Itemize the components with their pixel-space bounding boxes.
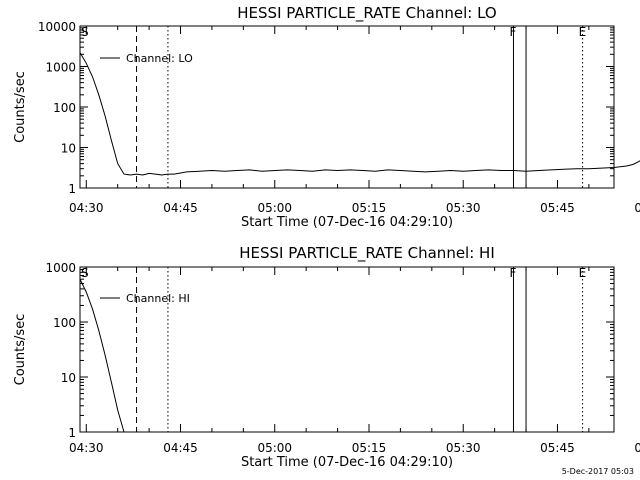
x-tick-label: 05:30: [446, 201, 481, 215]
y-axis-label: Counts/sec: [13, 71, 28, 143]
y-tick-label: 10: [61, 142, 76, 156]
marker-label: F: [509, 266, 516, 280]
x-tick-label: 05:45: [540, 201, 575, 215]
x-tick-label: 04:30: [69, 441, 104, 455]
x-tick-label: 04:45: [163, 201, 198, 215]
legend-label: Channel: HI: [126, 292, 190, 305]
y-tick-label: 100: [53, 101, 76, 115]
x-tick-label: 05:30: [446, 441, 481, 455]
y-tick-label: 1: [68, 182, 76, 196]
marker-label-start: S: [81, 266, 89, 280]
y-tick-label: 1: [68, 426, 76, 440]
y-tick-label: 1000: [45, 261, 76, 275]
footer-timestamp: 5-Dec-2017 05:03: [561, 467, 634, 476]
legend-label: Channel: LO: [126, 52, 193, 65]
x-tick-label: 05:00: [257, 201, 292, 215]
x-tick-label: 05:15: [352, 441, 387, 455]
marker-label: E: [579, 266, 587, 280]
x-tick-label: 06:00: [634, 441, 640, 455]
x-tick-label: 05:45: [540, 441, 575, 455]
x-tick-label: 05:00: [257, 441, 292, 455]
y-tick-label: 10000: [38, 20, 76, 34]
series-line: [79, 278, 125, 433]
x-tick-label: 06:00: [634, 201, 640, 215]
marker-label-start: S: [81, 25, 89, 39]
marker-label: F: [509, 25, 516, 39]
plot-frame: [79, 25, 615, 189]
series-line: [79, 52, 640, 176]
x-tick-label: 04:30: [69, 201, 104, 215]
x-axis-label: Start Time (07-Dec-16 04:29:10): [241, 215, 453, 230]
y-tick-label: 1000: [45, 61, 76, 75]
y-axis-label: Counts/sec: [13, 314, 28, 386]
x-tick-label: 05:15: [352, 201, 387, 215]
chart-title: HESSI PARTICLE_RATE Channel: LO: [237, 4, 496, 23]
y-tick-label: 100: [53, 316, 76, 330]
y-tick-label: 10: [61, 371, 76, 385]
marker-label: E: [579, 25, 587, 39]
plot-frame: [79, 266, 615, 433]
x-tick-label: 04:45: [163, 441, 198, 455]
chart-title: HESSI PARTICLE_RATE Channel: HI: [239, 244, 495, 263]
x-axis-label: Start Time (07-Dec-16 04:29:10): [241, 455, 453, 470]
